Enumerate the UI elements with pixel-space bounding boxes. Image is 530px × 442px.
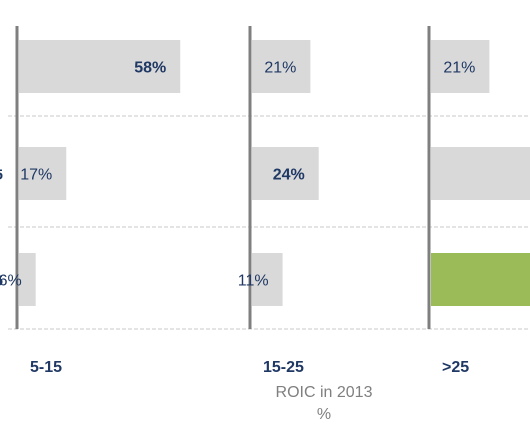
row-labels-group: 55: [0, 167, 3, 290]
bar-1525-row2: [252, 253, 283, 306]
bar-25-row0: [431, 40, 490, 93]
bar-25-row2: [431, 253, 530, 306]
row-label: 5: [0, 167, 3, 184]
value-labels-group: 58% 17% 6% 21% 24% 11% 21%: [0, 60, 475, 290]
value-label: 17%: [20, 167, 52, 184]
bar-515-row1: [19, 147, 67, 200]
value-label: 11%: [238, 273, 269, 290]
row-label: 5: [0, 273, 3, 290]
x-axis-title: ROIC in 2013: [276, 384, 373, 401]
bar-515-row0: [19, 40, 181, 93]
column-label: >25: [442, 359, 469, 376]
x-axis-unit: %: [317, 406, 331, 423]
value-label: 24%: [273, 167, 305, 184]
bar-515-row2: [19, 253, 36, 306]
value-label: 21%: [443, 60, 475, 77]
column-label: 15-25: [263, 359, 304, 376]
column-label: 5-15: [30, 359, 62, 376]
value-label: 6%: [0, 273, 22, 290]
row-separators: [8, 115, 530, 330]
bar-25-row1: [431, 147, 530, 200]
bar-1525-row0: [252, 40, 311, 93]
value-label: 58%: [134, 60, 166, 77]
column-labels-group: 5-15 15-25 >25: [30, 359, 469, 376]
value-label: 21%: [264, 60, 296, 77]
bars-group: [19, 40, 530, 306]
column-axes: [15, 26, 431, 329]
bar-1525-row1: [252, 147, 319, 200]
